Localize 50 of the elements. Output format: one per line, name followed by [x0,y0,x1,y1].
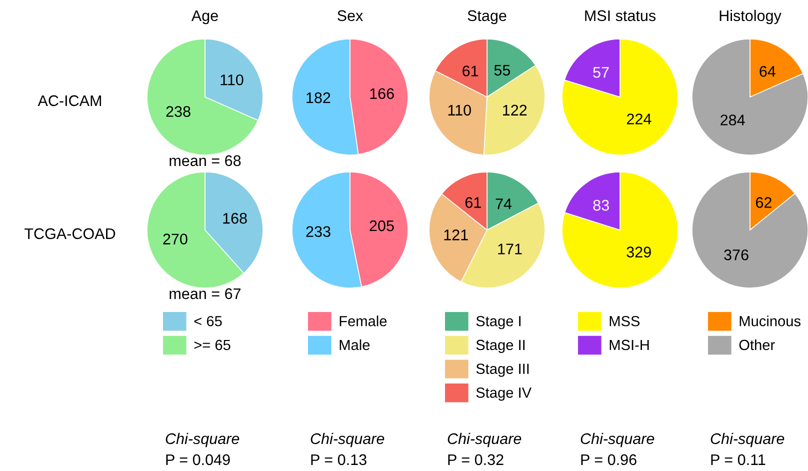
legend-label: >= 65 [194,340,230,350]
data-label: 238 [166,106,190,117]
chart-title: Sex [338,10,363,22]
data-label: 55 [494,64,510,76]
data-label: 122 [503,104,527,116]
data-label: 270 [163,234,188,244]
data-label: 233 [306,226,330,238]
chart-title: Stage [468,10,506,24]
text: Chi-square P = 0.11 [710,432,784,466]
data-label: 121 [444,230,468,240]
text: AC-ICAM [38,95,101,106]
data-label: 110 [448,104,471,116]
legend-label: MSS [610,316,640,326]
text: mean = 68 [170,155,241,166]
data-label: 61 [462,66,478,76]
data-label: 205 [370,220,394,232]
chart-title: Histology [720,10,782,24]
data-label: 110 [220,74,244,86]
legend-label: Stage II [476,340,525,354]
text: Chi-square P = 0.13 [310,432,384,466]
legend-label: MSI-H [610,340,649,350]
data-label: 284 [720,114,745,126]
data-label: 329 [626,246,651,258]
legend-label: Female [340,316,387,326]
data-label: 168 [223,212,247,224]
data-label: 171 [498,244,522,254]
text: Chi-square P = 0.32 [448,432,522,466]
chart-title: Age [191,10,218,24]
data-label: 166 [370,88,394,100]
legend-label: < 65 [194,316,222,326]
text: Chi-square P = 0.96 [580,432,654,466]
data-label: 83 [593,200,609,211]
data-label: 57 [593,67,609,78]
legend-label: Stage III [476,364,529,377]
data-label: 224 [627,114,652,124]
legend-label: Stage I [476,316,520,330]
data-label: 61 [465,197,481,208]
data-label: 74 [496,198,512,210]
data-label: 182 [306,92,330,104]
legend-label: Male [340,339,370,350]
text: TCGA-COAD [24,228,116,240]
legend-label: Other [739,339,775,350]
data-label: 376 [724,249,748,260]
text: Chi-square P = 0.049 [166,432,240,466]
legend-label: Mucinous [740,316,801,326]
chart-title: MSI status [585,10,656,22]
legend-label: Stage IV [476,387,532,401]
data-label: 62 [756,197,772,208]
text: mean = 67 [170,288,241,300]
data-label: 64 [760,66,776,77]
